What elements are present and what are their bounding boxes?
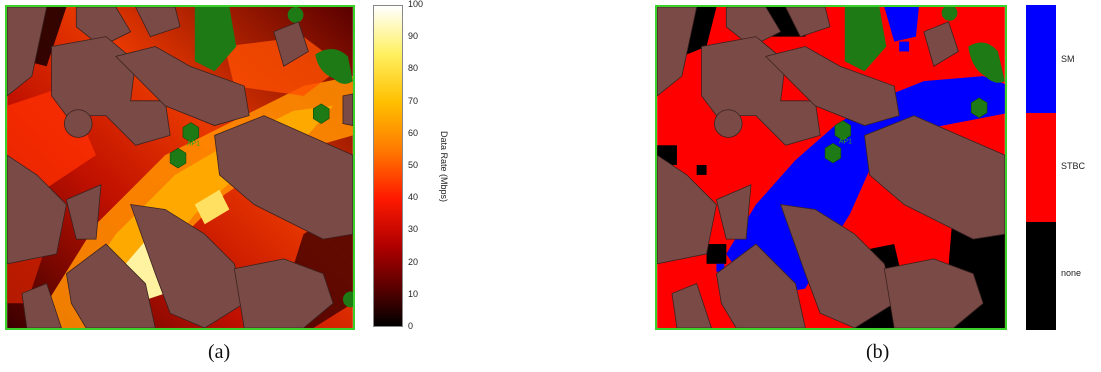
colorbar-title: Data Rate (Mbps) <box>439 131 449 203</box>
colorbar-tick-label: 40 <box>408 192 419 203</box>
colorbar-tick-label: 30 <box>408 224 419 235</box>
ap1-label-b: AP1 <box>839 138 852 145</box>
colorbar-tick-label: 20 <box>408 256 419 267</box>
colorbar-tick-label: 0 <box>408 321 414 331</box>
transmission-mode-map: AP1 <box>655 5 1007 330</box>
colorbar-tick-label: 50 <box>408 160 419 170</box>
legend-swatch-none <box>1026 222 1056 330</box>
legend-label-sm: SM <box>1061 54 1075 64</box>
caption-b: (b) <box>866 341 890 363</box>
data-rate-map: AP1 <box>5 5 355 330</box>
colorbar-tick-label: 10 <box>408 288 419 299</box>
colorbar-tick-label: 100 <box>408 0 424 9</box>
mode-legend <box>1026 5 1056 330</box>
legend-label-stbc: STBC <box>1061 161 1086 171</box>
colorbar-tick-label: 60 <box>408 127 419 138</box>
transmission-mode-heatmap: AP1 <box>657 7 1005 328</box>
data-rate-colorbar <box>373 5 403 327</box>
caption-a: (a) <box>208 341 231 363</box>
legend-swatch-sm <box>1026 5 1056 113</box>
legend-label-none: none <box>1061 268 1082 278</box>
colorbar-tick-label: 80 <box>408 63 419 74</box>
ap1-label: AP1 <box>187 140 200 147</box>
colorbar-tick-label: 90 <box>408 31 419 42</box>
data-rate-heatmap: AP1 <box>7 7 353 328</box>
colorbar-tick-label: 70 <box>408 95 419 106</box>
legend-swatch-stbc <box>1026 113 1056 222</box>
